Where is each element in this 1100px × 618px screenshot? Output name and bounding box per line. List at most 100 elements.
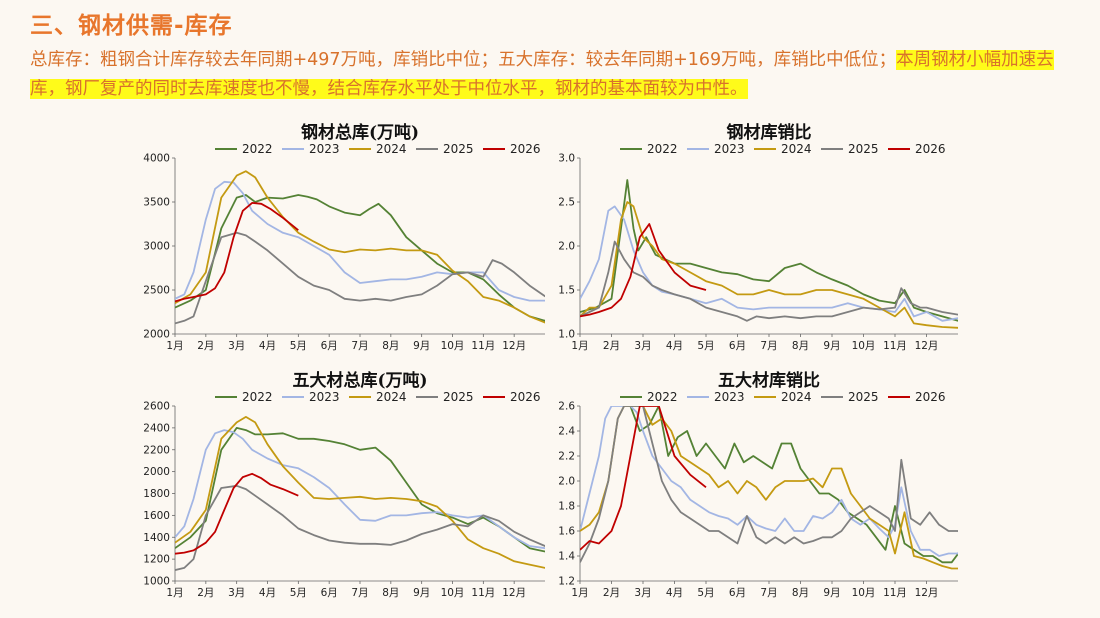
x-tick-label: 7月: [760, 340, 777, 352]
y-tick-label: 2.6: [558, 401, 575, 413]
legend-label-2022: 2022: [242, 142, 273, 156]
x-tick-label: 6月: [321, 340, 338, 352]
series-line-2022: [175, 427, 545, 553]
series-line-2025: [580, 240, 958, 322]
series-line-2022: [580, 179, 958, 322]
legend-label-2023: 2023: [309, 142, 340, 156]
x-tick-label: 6月: [321, 587, 338, 599]
y-tick-label: 1.0: [558, 329, 575, 341]
series-line-2025: [580, 406, 958, 563]
series-line-2024: [580, 201, 958, 329]
legend-label-2022: 2022: [242, 390, 273, 404]
plot-area: [580, 406, 958, 570]
series-line-2024: [175, 416, 545, 569]
chart-title: 钢材库销比: [727, 122, 812, 143]
x-tick-label: 12月: [915, 587, 939, 599]
y-tick-label: 1.6: [558, 526, 575, 538]
legend-label-2026: 2026: [915, 142, 946, 156]
y-tick-label: 1000: [143, 576, 170, 588]
x-tick-label: 2月: [603, 340, 620, 352]
y-tick-label: 2.0: [558, 241, 575, 253]
y-tick-label: 2.2: [558, 451, 575, 463]
y-tick-label: 4000: [143, 153, 170, 165]
legend-label-2026: 2026: [510, 142, 541, 156]
y-tick-label: 3500: [143, 197, 170, 209]
series-line-2026: [175, 202, 299, 303]
legend-label-2026: 2026: [510, 390, 541, 404]
y-tick-label: 1.8: [558, 501, 575, 513]
legend-label-2023: 2023: [714, 142, 745, 156]
series-line-2024: [580, 406, 958, 570]
series-line-2022: [175, 194, 545, 322]
x-tick-label: 2月: [603, 587, 620, 599]
x-tick-label: 5月: [697, 340, 714, 352]
legend-label-2024: 2024: [376, 390, 407, 404]
y-tick-label: 2000: [143, 329, 170, 341]
legend-label-2023: 2023: [309, 390, 340, 404]
x-tick-label: 12月: [915, 340, 939, 352]
x-tick-label: 3月: [228, 587, 245, 599]
legend-label-2024: 2024: [376, 142, 407, 156]
y-tick-label: 2.5: [558, 197, 575, 209]
x-tick-label: 6月: [729, 587, 746, 599]
slide-title: 三、钢材供需-库存: [30, 13, 233, 39]
series-line-2023: [580, 205, 958, 322]
series-line-2024: [175, 170, 545, 324]
series-line-2023: [580, 406, 958, 557]
y-tick-label: 3.0: [558, 153, 575, 165]
series-line-2026: [580, 223, 707, 318]
x-tick-label: 10月: [441, 587, 465, 599]
y-tick-label: 2200: [143, 444, 170, 456]
x-tick-label: 7月: [351, 587, 368, 599]
x-tick-label: 1月: [571, 340, 588, 352]
series-line-2026: [580, 406, 707, 551]
y-tick-label: 3000: [143, 241, 170, 253]
y-tick-label: 1800: [143, 488, 170, 500]
x-tick-label: 1月: [571, 587, 588, 599]
chart-steel-inventory-sales-ratio: 钢材库销比 2022 2023 2024 2025 2026 1.0 1.5 2.0 2.5 3.0…: [558, 122, 958, 352]
x-tick-label: 4月: [259, 340, 276, 352]
x-tick-label: 11月: [883, 587, 907, 599]
x-tick-label: 3月: [634, 587, 651, 599]
x-tick-label: 1月: [166, 340, 183, 352]
y-tick-label: 2000: [143, 466, 170, 478]
series-line-2026: [175, 472, 299, 555]
x-tick-label: 11月: [883, 340, 907, 352]
x-tick-label: 3月: [228, 340, 245, 352]
y-tick-label: 1.5: [558, 285, 575, 297]
plot-area: [580, 179, 958, 329]
x-tick-label: 4月: [259, 587, 276, 599]
y-tick-label: 1200: [143, 554, 170, 566]
y-tick-label: 1.4: [558, 551, 575, 563]
y-tick-label: 1600: [143, 510, 170, 522]
x-tick-label: 10月: [441, 340, 465, 352]
x-tick-label: 8月: [382, 340, 399, 352]
series-line-2022: [629, 406, 958, 564]
legend-label-2025: 2025: [848, 142, 879, 156]
y-tick-label: 1.2: [558, 576, 575, 588]
y-tick-label: 2.4: [558, 426, 575, 438]
x-tick-label: 12月: [502, 587, 526, 599]
chart-five-products-inventory: 五大材总库(万吨) 2022 2023 2024 2025 2026 1000 1200 140…: [143, 370, 545, 599]
summary-text: 总库存：粗钢合计库存较去年同期+497万吨，库销比中位；五大库存：较去年同期+1…: [30, 46, 1070, 104]
series-line-2025: [175, 484, 545, 571]
x-tick-label: 2月: [197, 340, 214, 352]
legend-label-2025: 2025: [848, 390, 879, 404]
x-tick-label: 8月: [382, 587, 399, 599]
y-tick-label: 2600: [143, 401, 170, 413]
legend-label-2025: 2025: [443, 142, 474, 156]
legend-label-2024: 2024: [781, 142, 812, 156]
y-tick-label: 2.0: [558, 476, 575, 488]
chart-title: 钢材总库(万吨): [301, 122, 419, 143]
x-tick-label: 5月: [290, 340, 307, 352]
x-tick-label: 8月: [792, 340, 809, 352]
x-tick-label: 4月: [666, 587, 683, 599]
summary-plain: 总库存：粗钢合计库存较去年同期+497万吨，库销比中位；五大库存：较去年同期+1…: [30, 50, 897, 70]
x-tick-label: 9月: [413, 340, 430, 352]
y-tick-label: 2400: [143, 422, 170, 434]
chart-five-products-inventory-sales-ratio: 五大材库销比 2022 2023 2024 2025 2026 1.2 1.4 1.6 1.8 2.…: [558, 370, 958, 599]
series-line-2025: [175, 231, 545, 325]
x-tick-label: 5月: [697, 587, 714, 599]
x-tick-label: 9月: [823, 340, 840, 352]
chart-title: 五大材库销比: [718, 370, 820, 391]
